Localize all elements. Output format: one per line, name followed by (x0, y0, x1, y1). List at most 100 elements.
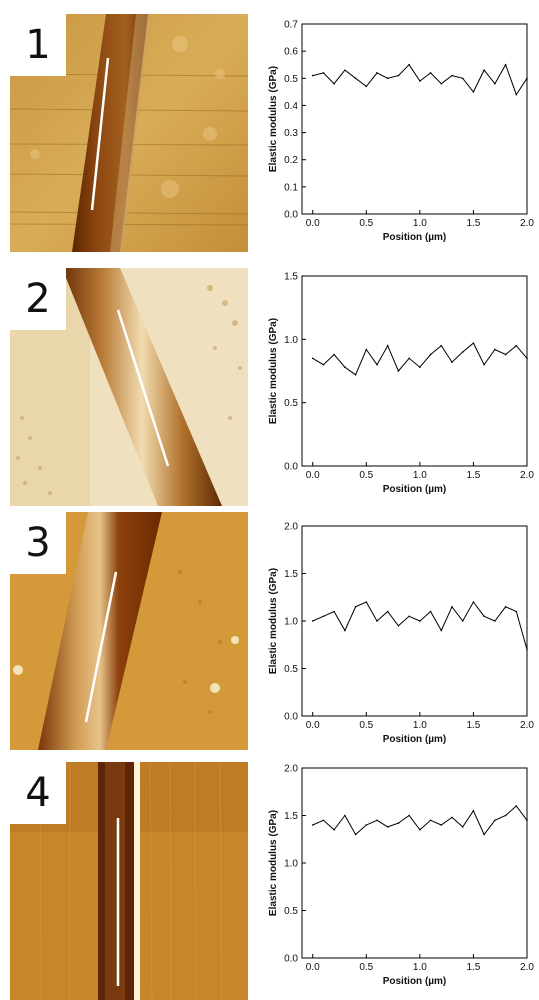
data-point (376, 819, 378, 822)
x-tick-label: 0.0 (306, 218, 320, 229)
data-point (365, 824, 368, 826)
measurement-line (90, 57, 110, 211)
data-point (311, 74, 314, 77)
data-point (311, 824, 314, 826)
data-point (440, 824, 443, 826)
data-point (333, 828, 335, 831)
y-tick-label: 0.4 (284, 101, 298, 112)
data-point (333, 610, 335, 613)
panel-label-box: 3 (10, 512, 66, 574)
y-tick-label: 1.5 (284, 272, 298, 283)
x-tick-label: 1.5 (466, 218, 480, 229)
y-tick-label: 0.3 (284, 128, 298, 139)
data-point (515, 805, 518, 807)
y-tick-label: 2.0 (284, 522, 298, 533)
x-tick-label: 1.0 (413, 962, 427, 973)
x-axis-title: Position (µm) (383, 734, 447, 745)
data-point (344, 69, 346, 71)
data-point (408, 615, 410, 618)
data-point (472, 342, 475, 344)
data-point (494, 819, 496, 822)
x-axis-title: Position (µm) (383, 976, 447, 987)
x-tick-label: 1.0 (413, 218, 427, 229)
y-axis-title: Elastic modulus (GPa) (268, 810, 279, 916)
afm-image-1: 1 (10, 14, 248, 252)
data-point (526, 819, 528, 822)
x-tick-label: 1.5 (466, 962, 480, 973)
data-point (461, 620, 464, 622)
data-point (494, 348, 496, 351)
data-point (311, 357, 314, 360)
data-point (344, 814, 346, 817)
panel-number: 2 (25, 276, 51, 322)
x-tick-label: 0.5 (359, 962, 373, 973)
y-tick-label: 0.0 (284, 210, 298, 221)
measurement-line (84, 571, 118, 723)
x-tick-label: 2.0 (520, 218, 534, 229)
y-tick-label: 0.0 (284, 954, 298, 965)
data-point (322, 363, 325, 366)
afm-topography-2 (10, 268, 248, 506)
plot-frame (301, 525, 528, 717)
x-tick-label: 0.0 (306, 720, 320, 731)
y-axis-title: Elastic modulus (GPa) (268, 66, 279, 172)
data-point (429, 72, 432, 74)
y-tick-label: 0.5 (284, 664, 298, 675)
data-point (408, 814, 410, 817)
chart-1: 0.0 0.1 0.2 0.3 0.4 0.5 0.6 0.7 0.0 0.5 1.0 1.5 2.0 P… (262, 14, 539, 254)
data-point (397, 624, 400, 627)
data-point (472, 601, 475, 603)
panel-label-box: 2 (10, 268, 66, 330)
data-point (526, 357, 528, 360)
data-point (515, 610, 518, 613)
data-point (504, 63, 507, 66)
data-point (419, 828, 421, 831)
data-point (322, 615, 325, 618)
data-point (397, 74, 400, 77)
data-point (440, 344, 443, 347)
data-point (354, 77, 357, 80)
data-point (504, 605, 507, 608)
plot-frame (301, 275, 528, 467)
x-axis-title: Position (µm) (383, 232, 447, 243)
data-point (483, 363, 485, 366)
series-line (312, 63, 528, 96)
data-point (386, 826, 389, 828)
data-point (386, 77, 389, 80)
panel-label-box: 4 (10, 762, 66, 824)
data-point (322, 72, 325, 74)
chart-svg-3: 0.0 0.5 1.0 1.5 2.0 0.0 0.5 1.0 1.5 2.0 Position (… (268, 522, 534, 746)
data-point (494, 82, 496, 85)
panel-number: 3 (25, 520, 51, 566)
x-tick-label: 2.0 (520, 470, 534, 481)
data-point (408, 357, 410, 360)
data-point (472, 809, 475, 812)
data-point (365, 85, 368, 88)
data-point (526, 77, 528, 80)
x-tick-label: 0.5 (359, 720, 373, 731)
y-tick-label: 0.7 (284, 20, 298, 31)
data-point (333, 82, 335, 85)
panel-number: 4 (25, 770, 51, 816)
plot-frame (301, 767, 528, 959)
x-tick-label: 0.5 (359, 470, 373, 481)
data-point (461, 826, 464, 828)
data-point (429, 353, 432, 356)
y-tick-label: 2.0 (284, 764, 298, 775)
x-tick-label: 1.0 (413, 720, 427, 731)
data-point (408, 63, 410, 66)
x-tick-label: 0.5 (359, 218, 373, 229)
x-tick-label: 2.0 (520, 720, 534, 731)
y-tick-label: 0.5 (284, 74, 298, 85)
data-point (461, 77, 464, 80)
data-point (429, 610, 432, 613)
y-tick-label: 0.2 (284, 155, 298, 166)
data-point (365, 348, 368, 351)
data-point (365, 601, 368, 603)
data-point (461, 351, 464, 353)
data-point (354, 605, 357, 608)
data-point (472, 91, 475, 93)
data-point (397, 822, 400, 824)
data-point (419, 80, 421, 82)
data-point (451, 361, 453, 363)
